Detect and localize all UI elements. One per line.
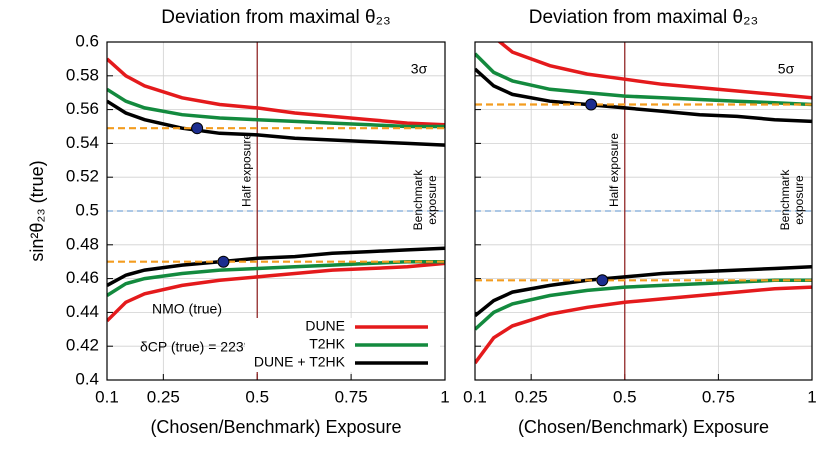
series-line — [107, 99, 445, 147]
legend-bg — [245, 354, 440, 372]
crossing-point — [191, 122, 204, 135]
y-tick-label: 0.52 — [66, 167, 99, 186]
series-line — [475, 67, 812, 124]
chart-title: Deviation from maximal θ₂₃ — [161, 7, 390, 28]
y-tick-label: 0.42 — [66, 336, 99, 355]
crossing-point — [217, 255, 230, 268]
series-line — [107, 261, 445, 323]
x-tick-label: 0.25 — [515, 387, 548, 406]
legend-bg — [245, 318, 440, 336]
half-exposure-label: Half exposure — [607, 133, 621, 207]
legend-label: DUNE — [305, 318, 345, 334]
x-tick-label: 1 — [807, 387, 816, 406]
delta-label: δCP (true) = 223° — [140, 339, 249, 355]
x-tick-label: 1 — [440, 387, 449, 406]
y-tick-label: 0.6 — [75, 31, 99, 50]
x-tick-label: 0.5 — [245, 387, 269, 406]
plot-frame — [106, 41, 446, 381]
x-tick-label: 0.75 — [335, 387, 368, 406]
x-tick-label: 0.5 — [613, 387, 637, 406]
x-tick-label: 0.1 — [95, 387, 119, 406]
plot-frame — [474, 41, 813, 381]
crossing-point — [596, 274, 609, 287]
crossing-point — [585, 98, 598, 111]
series-line — [475, 278, 812, 331]
series-line — [497, 42, 812, 100]
y-tick-label: 0.48 — [66, 234, 99, 253]
benchmark-label: exposure — [792, 175, 806, 225]
benchmark-label: Benchmark — [411, 169, 425, 231]
ordering-label: NMO (true) — [152, 301, 222, 317]
x-tick-label: 0.75 — [702, 387, 735, 406]
series-line — [107, 57, 445, 127]
series-line — [475, 285, 812, 365]
series-line — [107, 246, 445, 287]
series-line — [107, 87, 445, 129]
series-line — [107, 259, 445, 297]
half-exposure-label: Half exposure — [239, 133, 253, 207]
x-axis-label: (Chosen/Benchmark) Exposure — [150, 417, 401, 437]
x-tick-label: 0.1 — [463, 387, 487, 406]
legend-label: DUNE + T2HK — [254, 354, 346, 370]
legend-label: T2HK — [309, 336, 345, 352]
y-tick-label: 0.56 — [66, 99, 99, 118]
y-tick-label: 0.46 — [66, 268, 99, 287]
y-tick-label: 0.44 — [66, 302, 99, 321]
x-axis-label: (Chosen/Benchmark) Exposure — [518, 417, 769, 437]
y-tick-label: 0.58 — [66, 65, 99, 84]
benchmark-label: exposure — [425, 175, 439, 225]
y-tick-label: 0.4 — [75, 369, 99, 388]
plot-area — [475, 42, 812, 365]
y-tick-label: 0.5 — [75, 200, 99, 219]
sigma-label: 5σ — [778, 61, 795, 77]
series-line — [475, 52, 812, 107]
benchmark-label: Benchmark — [778, 169, 792, 231]
x-tick-label: 0.25 — [147, 387, 180, 406]
series-line — [475, 265, 812, 318]
legend-bg — [245, 336, 440, 354]
sigma-label: 3σ — [411, 61, 428, 77]
y-axis-label: sin²θ₂₃ (true) — [27, 160, 47, 261]
y-tick-label: 0.54 — [66, 133, 99, 152]
plot-area — [107, 57, 445, 323]
chart-title: Deviation from maximal θ₂₃ — [529, 7, 758, 28]
